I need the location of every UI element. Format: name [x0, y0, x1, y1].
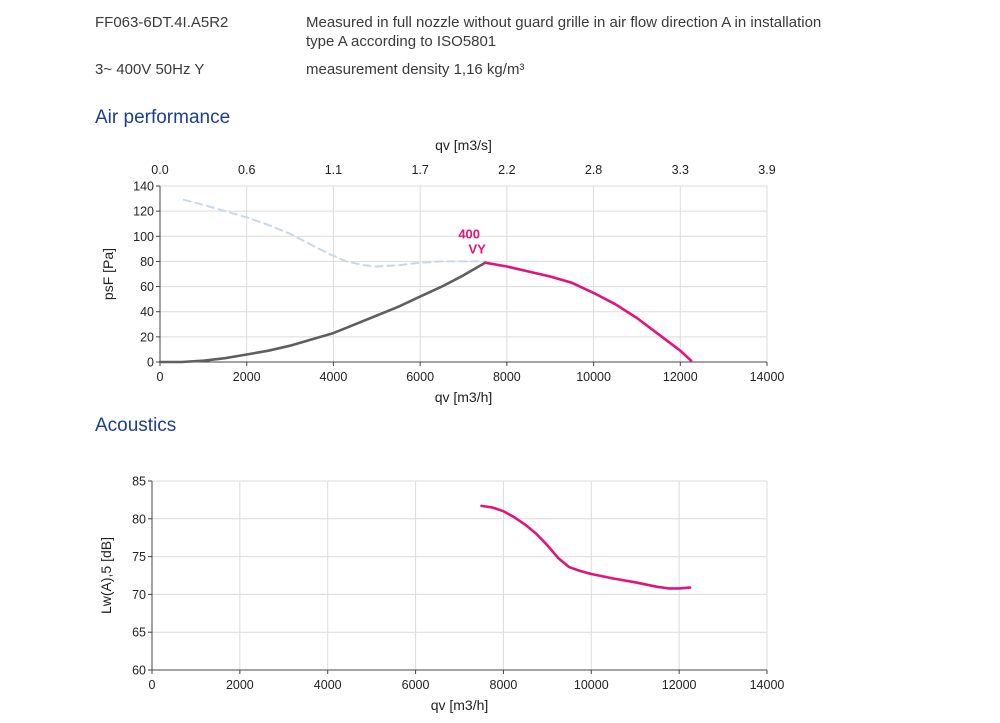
- acoustic-y-tick-label: 85: [132, 475, 146, 489]
- air-x2-tick-label: 3.9: [758, 163, 775, 177]
- air-y-tick-label: 120: [133, 205, 154, 219]
- air-y-tick-label: 100: [133, 230, 154, 244]
- air-series-line-solid-gray: [158, 261, 487, 364]
- air-y-tick-label: 140: [133, 180, 154, 194]
- air-x-tick-label: 2000: [233, 370, 261, 384]
- air-x-tick-label: 4000: [320, 370, 348, 384]
- air-x2-tick-label: 1.1: [325, 163, 342, 177]
- air-series-line-dashed: [182, 198, 487, 268]
- air-x2-tick-label: 1.7: [411, 163, 428, 177]
- acoustic-x-tick-label: 14000: [750, 678, 785, 692]
- air-x2-axis-label: qv [m3/s]: [435, 137, 492, 153]
- air-performance-title: Air performance: [95, 107, 231, 128]
- air-x-tick-label: 8000: [493, 370, 521, 384]
- air-y-tick-label: 80: [140, 255, 154, 269]
- air-x-tick-label: 14000: [750, 370, 785, 384]
- air-x-tick-label: 10000: [576, 370, 611, 384]
- acoustic-x-tick-label: 12000: [662, 678, 697, 692]
- air-x2-tick-label: 2.8: [585, 163, 602, 177]
- air-x2-tick-label: 0.0: [151, 163, 168, 177]
- acoustic-x-tick-label: 4000: [314, 678, 342, 692]
- air-curve-label-connection: VY: [469, 242, 487, 257]
- acoustic-x-tick-label: 8000: [490, 678, 518, 692]
- acoustic-y-tick-label: 60: [132, 664, 146, 678]
- voltage-rating: 3~ 400V 50Hz Y: [95, 61, 205, 78]
- measurement-density: measurement density 1,16 kg/m³: [306, 61, 525, 78]
- air-y-tick-label: 60: [140, 280, 154, 294]
- acoustic-series-line-solid-accent: [480, 504, 692, 590]
- air-y-tick-label: 40: [140, 305, 154, 319]
- air-x-axis-label: qv [m3/h]: [435, 389, 493, 405]
- acoustic-x-tick-label: 0: [149, 678, 156, 692]
- air-x2-tick-label: 0.6: [238, 163, 255, 177]
- air-y-axis-label: psF [Pa]: [100, 248, 116, 300]
- acoustic-x-tick-label: 6000: [402, 678, 430, 692]
- acoustics-title: Acoustics: [95, 415, 177, 436]
- air-x2-tick-label: 2.2: [498, 163, 515, 177]
- air-y-tick-label: 0: [147, 356, 154, 370]
- measurement-conditions-line2: type A according to ISO5801: [306, 33, 497, 50]
- air-x-tick-label: 12000: [663, 370, 698, 384]
- air-y-tick-label: 20: [140, 330, 154, 344]
- air-x-tick-label: 0: [157, 370, 164, 384]
- acoustic-x-tick-label: 10000: [574, 678, 609, 692]
- model-number: FF063-6DT.4I.A5R2: [95, 14, 229, 31]
- acoustic-x-tick-label: 2000: [226, 678, 254, 692]
- air-x-tick-label: 6000: [406, 370, 434, 384]
- acoustic-y-tick-label: 75: [132, 550, 146, 564]
- acoustic-y-tick-label: 70: [132, 588, 146, 602]
- acoustic-y-axis-label: Lw(A),5 [dB]: [98, 537, 114, 614]
- air-x2-tick-label: 3.3: [672, 163, 689, 177]
- acoustic-x-axis-label: qv [m3/h]: [431, 697, 489, 713]
- air-curve-label-speed: 400: [458, 227, 480, 242]
- acoustic-y-tick-label: 80: [132, 512, 146, 526]
- measurement-conditions-line1: Measured in full nozzle without guard gr…: [306, 14, 822, 31]
- air-series-line-solid-accent: [483, 261, 693, 362]
- acoustic-y-tick-label: 65: [132, 626, 146, 640]
